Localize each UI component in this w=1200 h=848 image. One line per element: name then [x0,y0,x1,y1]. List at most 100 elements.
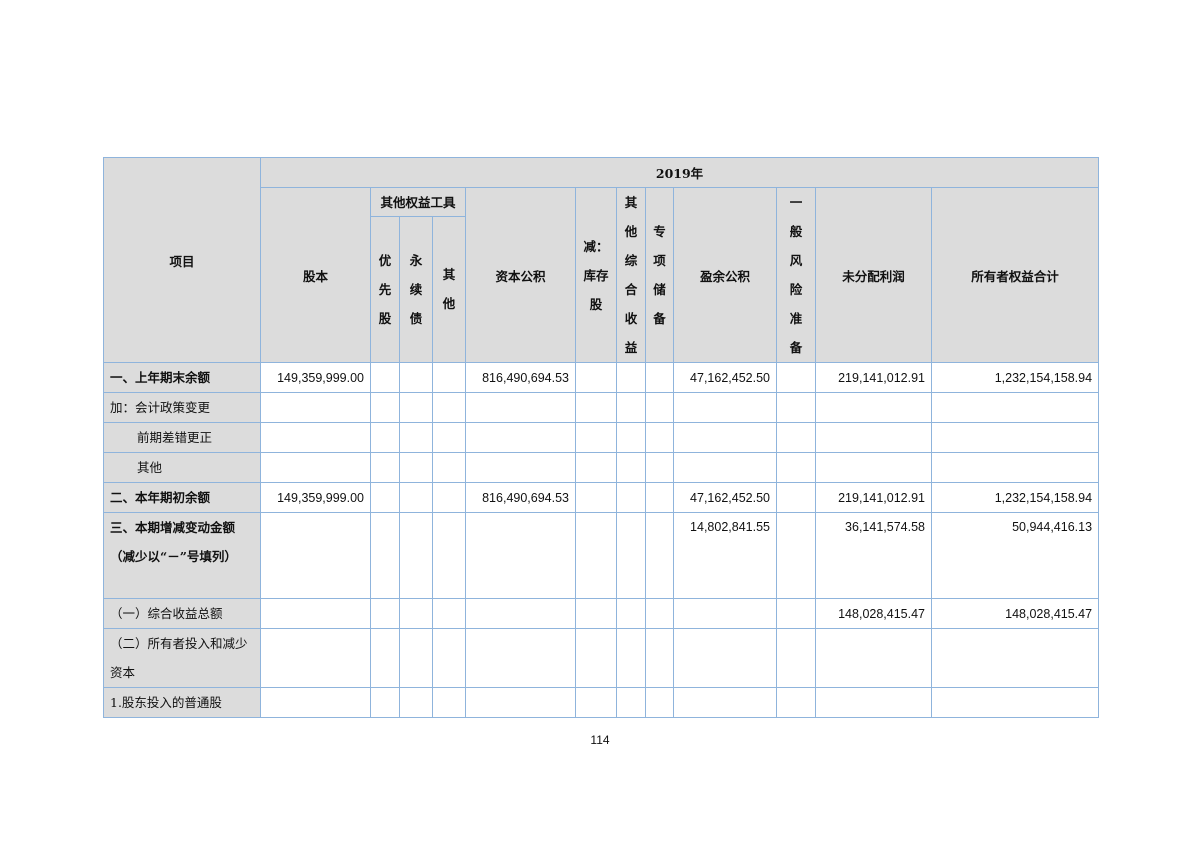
header-col: 其他综合收益 [616,187,646,363]
cell-value [370,362,400,393]
cell-value [260,392,371,423]
cell-value [645,392,674,423]
row-label: 前期差错更正 [103,422,261,453]
cell-value [616,422,646,453]
cell-value [645,512,674,599]
cell-value [815,392,932,423]
cell-value [673,628,777,688]
page-number: 114 [590,733,610,747]
cell-value [930,392,1100,423]
header-col: 一般风险准备 [776,187,816,363]
cell-value [370,392,400,423]
cell-value [930,422,1100,453]
cell-value [575,452,617,483]
cell-value: 47,162,452.50 [673,362,777,393]
cell-value [930,628,1100,688]
row-label: 二、本年期初余额 [103,482,261,513]
cell-value [465,392,576,423]
cell-value [645,598,674,629]
cell-value [432,687,466,718]
cell-value [260,628,371,688]
cell-value [399,482,433,513]
cell-value [575,392,617,423]
cell-value [815,687,932,718]
header-col: 优先股 [370,215,400,364]
cell-value [673,392,777,423]
cell-value [432,362,466,393]
cell-value [370,422,400,453]
cell-value [815,628,932,688]
cell-value: 148,028,415.47 [930,598,1100,629]
cell-value [645,482,674,513]
cell-value [465,687,576,718]
cell-value [645,628,674,688]
cell-value [399,598,433,629]
cell-value [616,482,646,513]
cell-value [432,482,466,513]
cell-value [260,598,371,629]
row-label: （二）所有者投入和减少资本 [103,628,261,688]
cell-value [465,452,576,483]
cell-value [370,628,400,688]
cell-value [930,687,1100,718]
cell-value [575,687,617,718]
header-item: 项目 [103,157,261,363]
header-col: 股本 [260,187,371,363]
cell-value: 1,232,154,158.94 [930,482,1100,513]
cell-value [776,362,816,393]
cell-value [575,362,617,393]
cell-value [399,362,433,393]
cell-value: 816,490,694.53 [465,482,576,513]
cell-value [645,452,674,483]
cell-value [575,482,617,513]
cell-value [776,512,816,599]
cell-value: 816,490,694.53 [465,362,576,393]
cell-value [776,628,816,688]
cell-value [776,687,816,718]
cell-value [673,422,777,453]
cell-value [432,452,466,483]
header-equity-tools: 其他权益工具 [370,187,466,217]
cell-value [575,512,617,599]
cell-value [616,687,646,718]
cell-value [815,422,932,453]
cell-value: 47,162,452.50 [673,482,777,513]
header-col: 未分配利润 [815,187,932,363]
cell-value [432,598,466,629]
header-col: 盈余公积 [673,187,777,363]
cell-value [776,392,816,423]
cell-value [616,362,646,393]
cell-value [260,422,371,453]
cell-value [776,482,816,513]
header-col: 减：库存股 [575,187,617,363]
cell-value: 149,359,999.00 [260,482,371,513]
header-year: 2019年 [259,157,1100,188]
cell-value [432,512,466,599]
cell-value [776,422,816,453]
cell-value [399,452,433,483]
table-row: 其他 [103,452,1100,483]
cell-value [645,362,674,393]
cell-value [465,422,576,453]
cell-value [776,598,816,629]
cell-value [645,687,674,718]
cell-value: 148,028,415.47 [815,598,932,629]
cell-value [399,392,433,423]
cell-value [575,628,617,688]
cell-value [673,598,777,629]
row-label: 三、本期增减变动金额（减少以“－”号填列） [103,512,261,599]
cell-value [616,628,646,688]
equity-statement-table: 项目 2019年 股本 其他权益工具 资本公积 减：库存股 其他综合收益 专项储… [103,157,1100,718]
cell-value [815,452,932,483]
cell-value [575,422,617,453]
cell-value [399,512,433,599]
header-col: 其他 [432,215,466,364]
cell-value [465,598,576,629]
row-label: 1.股东投入的普通股 [103,687,261,718]
cell-value: 219,141,012.91 [815,482,932,513]
table-row: 一、上年期末余额 149,359,999.00 816,490,694.53 47,1… [103,362,1100,393]
cell-value: 219,141,012.91 [815,362,932,393]
cell-value: 149,359,999.00 [260,362,371,393]
cell-value [645,422,674,453]
cell-value [616,598,646,629]
